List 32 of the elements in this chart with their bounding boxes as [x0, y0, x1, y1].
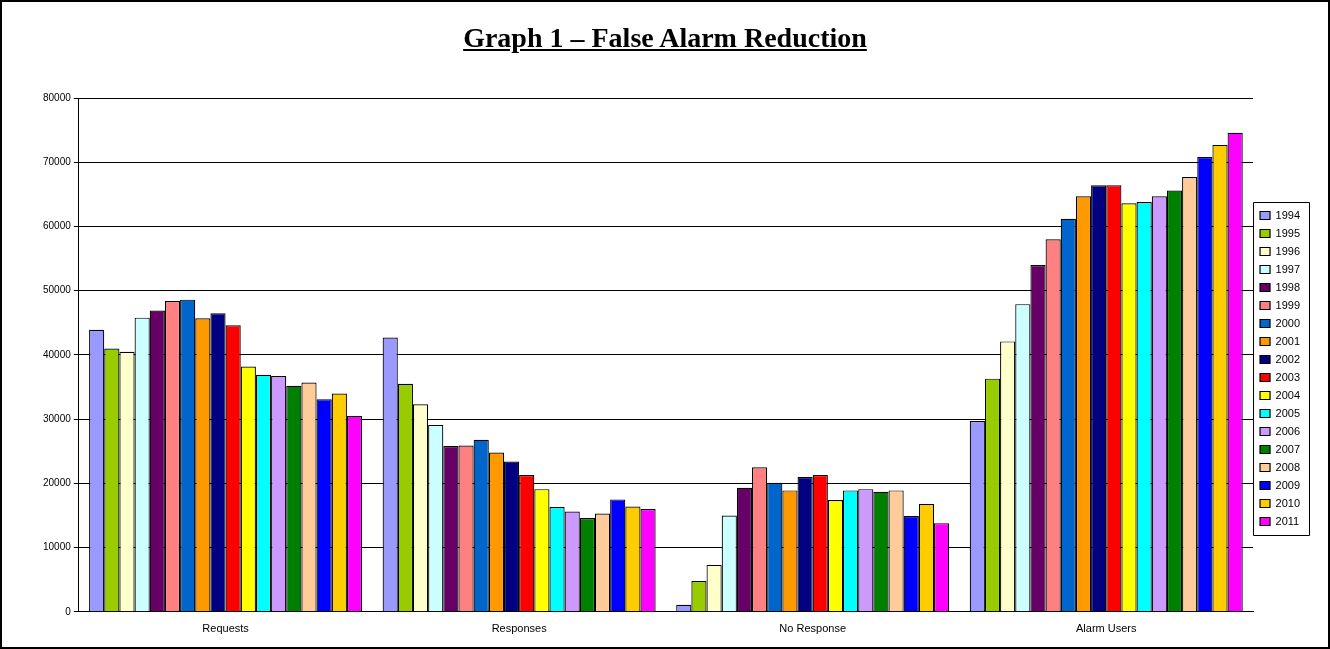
y-tick-label: 60000 [43, 220, 72, 232]
legend-label: 2004 [1275, 388, 1301, 401]
legend-label: 1998 [1275, 280, 1301, 293]
y-tick-label: 80000 [43, 91, 72, 103]
legend-label: 2007 [1275, 442, 1301, 455]
legend-label: 1994 [1275, 208, 1301, 221]
legend-label: 2009 [1275, 478, 1301, 491]
legend-label: 1999 [1275, 298, 1301, 311]
y-tick-label: 40000 [43, 348, 72, 360]
legend-label: 1996 [1275, 244, 1301, 257]
legend-label: 2003 [1275, 370, 1301, 383]
legend-label: 2005 [1275, 406, 1301, 419]
legend-label: 2000 [1275, 316, 1301, 329]
legend-label: 1997 [1275, 262, 1301, 275]
y-tick-label: 10000 [43, 541, 72, 553]
y-tick-label: 30000 [43, 412, 72, 424]
legend-label: 2010 [1275, 496, 1301, 509]
legend-label: 1995 [1275, 226, 1301, 239]
x-tick-label: Requests [202, 622, 250, 635]
legend-label: 2002 [1275, 352, 1301, 365]
y-tick-label: 70000 [43, 155, 72, 167]
y-tick-label: 20000 [43, 477, 72, 489]
legend-label: 2006 [1275, 424, 1301, 437]
legend-label: 2008 [1275, 460, 1301, 473]
y-tick-label: 0 [65, 605, 72, 617]
y-tick-label: 50000 [43, 284, 72, 296]
x-tick-label: Responses [491, 622, 548, 635]
legend-label: 2001 [1275, 334, 1301, 347]
x-tick-label: Alarm Users [1075, 622, 1137, 635]
chart-title: Graph 1 – False Alarm Reduction [462, 22, 868, 54]
x-tick-label: No Response [779, 622, 847, 635]
legend-label: 2011 [1275, 514, 1300, 527]
